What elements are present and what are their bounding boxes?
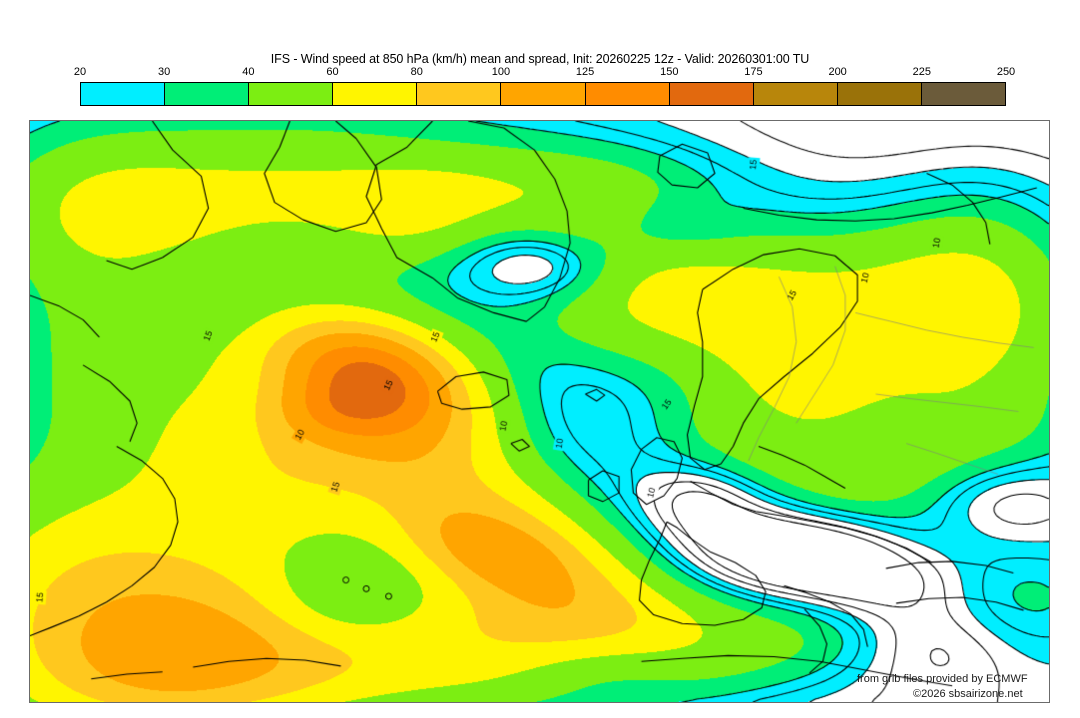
credit-copyright: ©2026 sbsairizone.net — [913, 688, 1023, 700]
colorbar-band — [249, 83, 334, 105]
colorbar-tick: 250 — [996, 66, 1016, 78]
colorbar-tick: 60 — [326, 66, 339, 78]
colorbar: 20 30 40 60 80 100 125 150 175 200 225 250 — [74, 66, 1015, 106]
colorbar-band — [333, 83, 418, 105]
colorbar-band — [669, 83, 754, 105]
colorbar-band — [165, 83, 250, 105]
weather-map-canvas[interactable] — [30, 121, 1049, 702]
colorbar-tick-labels: 20 30 40 60 80 100 125 150 175 200 225 250 — [74, 66, 1015, 82]
colorbar-tick: 175 — [744, 66, 763, 78]
colorbar-tick: 225 — [912, 66, 931, 78]
map-frame[interactable] — [29, 120, 1050, 703]
colorbar-tick: 80 — [410, 66, 423, 78]
colorbar-tick: 125 — [575, 66, 595, 78]
colorbar-tick: 20 — [73, 66, 87, 78]
colorbar-band — [585, 83, 670, 105]
colorbar-swatches — [80, 82, 1006, 106]
colorbar-band — [921, 83, 1006, 105]
colorbar-tick: 150 — [660, 66, 679, 78]
colorbar-band — [81, 83, 166, 105]
colorbar-band — [417, 83, 502, 105]
colorbar-tick: 40 — [242, 66, 255, 78]
colorbar-band — [837, 83, 922, 105]
colorbar-tick: 30 — [158, 66, 171, 78]
colorbar-tick: 100 — [491, 66, 511, 78]
credit-source: from grib files provided by ECMWF — [857, 673, 1028, 685]
page-title: IFS - Wind speed at 850 hPa (km/h) mean … — [270, 52, 810, 66]
colorbar-tick: 200 — [828, 66, 847, 78]
colorbar-band — [501, 83, 586, 105]
colorbar-band — [753, 83, 838, 105]
